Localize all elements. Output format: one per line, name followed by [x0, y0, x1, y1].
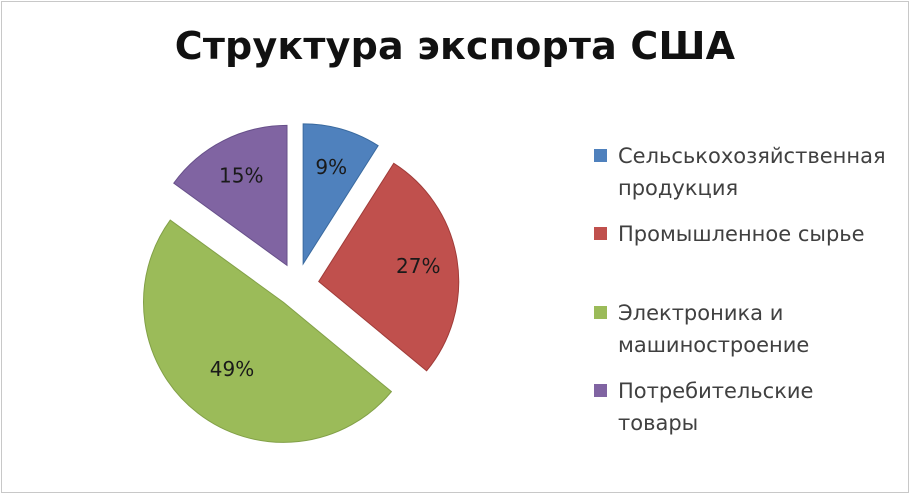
legend-label: Промышленное сырье [618, 222, 865, 246]
data-label-2: 27% [396, 254, 440, 278]
chart-title: Структура экспорта США [174, 24, 736, 68]
legend-label: Сельськохозяйственная продукция [618, 144, 886, 200]
pie-slice-4 [173, 124, 288, 267]
legend-swatch [594, 306, 607, 319]
legend-swatch [594, 227, 607, 240]
legend-label: Потребительские товары [618, 379, 814, 435]
data-label-3: 49% [210, 357, 254, 381]
legend-label: Электроника и машиностроение [618, 301, 810, 357]
legend-swatch [594, 149, 607, 162]
pie-slice-3 [143, 219, 393, 443]
pie-slice-1 [302, 123, 379, 266]
data-label-4: 15% [219, 164, 263, 188]
pie-slice-2 [318, 162, 460, 372]
data-label-1: 9% [315, 155, 347, 179]
legend-swatch [594, 384, 607, 397]
